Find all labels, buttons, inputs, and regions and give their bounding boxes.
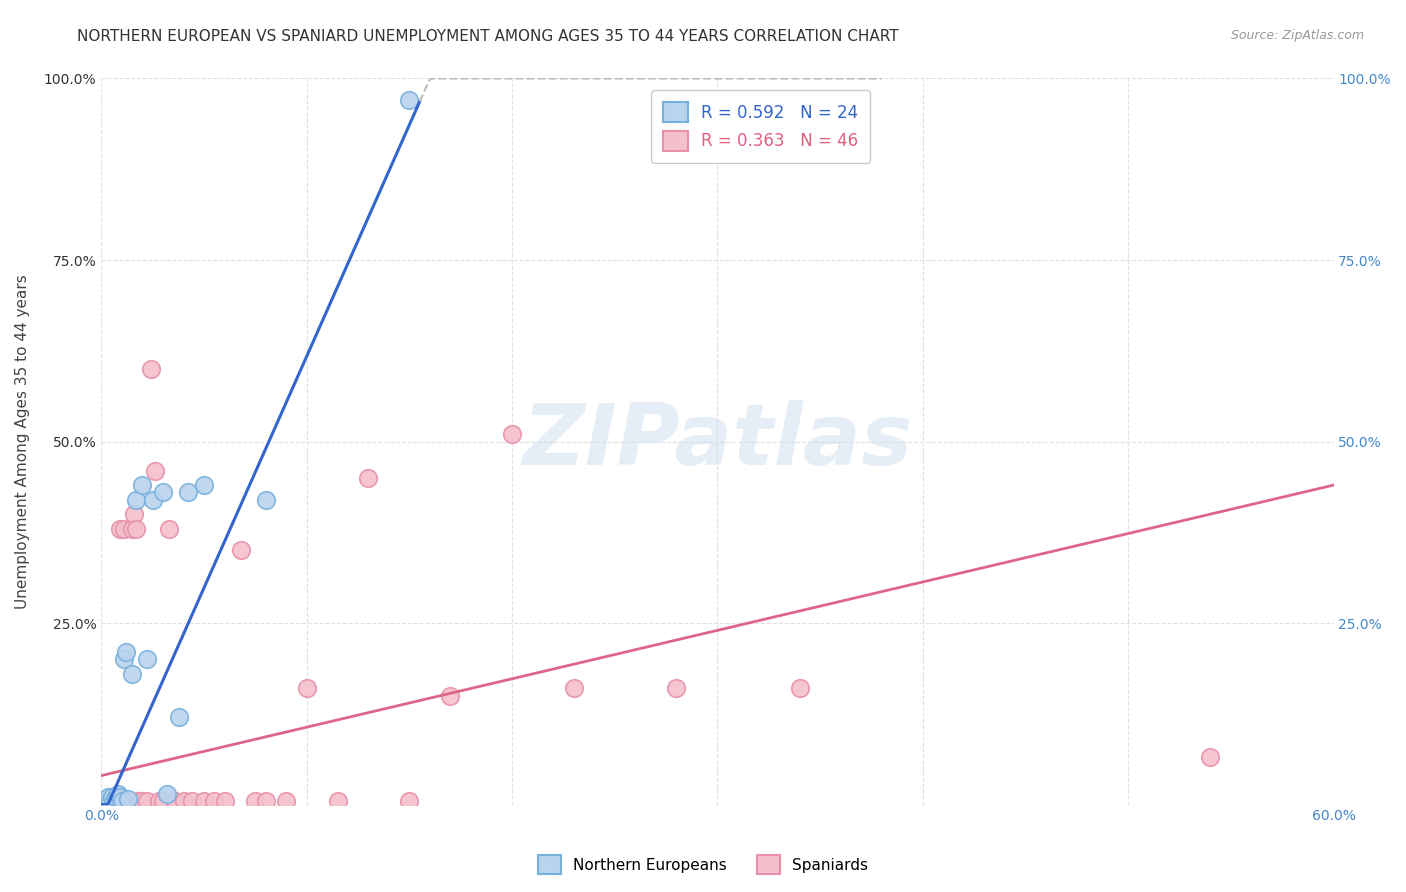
Legend: R = 0.592   N = 24, R = 0.363   N = 46: R = 0.592 N = 24, R = 0.363 N = 46 xyxy=(651,90,870,162)
Point xyxy=(129,794,152,808)
Point xyxy=(115,794,138,808)
Point xyxy=(121,522,143,536)
Point xyxy=(214,794,236,808)
Point xyxy=(229,543,252,558)
Point xyxy=(100,790,122,805)
Point xyxy=(789,681,811,696)
Point xyxy=(120,794,142,808)
Point xyxy=(142,492,165,507)
Point xyxy=(98,794,121,808)
Point xyxy=(326,794,349,808)
Text: Source: ZipAtlas.com: Source: ZipAtlas.com xyxy=(1230,29,1364,42)
Point xyxy=(112,522,135,536)
Point xyxy=(125,522,148,536)
Point xyxy=(439,689,461,703)
Point xyxy=(148,794,170,808)
Point xyxy=(122,507,145,521)
Point xyxy=(156,787,179,801)
Y-axis label: Unemployment Among Ages 35 to 44 years: Unemployment Among Ages 35 to 44 years xyxy=(15,274,30,609)
Point xyxy=(104,790,127,805)
Point xyxy=(165,794,187,808)
Point xyxy=(398,93,420,107)
Point xyxy=(111,794,134,808)
Point xyxy=(245,794,267,808)
Point xyxy=(139,362,162,376)
Point xyxy=(112,652,135,666)
Point xyxy=(100,794,122,808)
Point xyxy=(501,427,523,442)
Point xyxy=(1199,750,1222,764)
Point xyxy=(108,522,131,536)
Point xyxy=(135,652,157,666)
Point xyxy=(94,794,117,808)
Text: NORTHERN EUROPEAN VS SPANIARD UNEMPLOYMENT AMONG AGES 35 TO 44 YEARS CORRELATION: NORTHERN EUROPEAN VS SPANIARD UNEMPLOYME… xyxy=(77,29,898,44)
Point xyxy=(111,794,134,808)
Point xyxy=(127,794,149,808)
Point xyxy=(254,492,277,507)
Point xyxy=(562,681,585,696)
Point xyxy=(96,790,118,805)
Point xyxy=(121,667,143,681)
Point xyxy=(107,787,129,801)
Point xyxy=(103,794,125,808)
Point xyxy=(357,471,380,485)
Point xyxy=(152,485,174,500)
Point xyxy=(94,794,117,808)
Point xyxy=(93,794,115,808)
Point xyxy=(665,681,688,696)
Point xyxy=(254,794,277,808)
Point xyxy=(173,794,195,808)
Point xyxy=(131,794,153,808)
Point xyxy=(152,794,174,808)
Point xyxy=(117,794,139,808)
Point xyxy=(131,478,153,492)
Point xyxy=(98,794,121,808)
Point xyxy=(115,645,138,659)
Point xyxy=(176,485,198,500)
Point xyxy=(125,492,148,507)
Point xyxy=(104,794,127,808)
Point xyxy=(398,794,420,808)
Point xyxy=(103,794,125,808)
Point xyxy=(157,522,180,536)
Point xyxy=(169,710,191,724)
Point xyxy=(295,681,318,696)
Point xyxy=(117,792,139,806)
Point xyxy=(193,794,215,808)
Point xyxy=(276,794,298,808)
Point xyxy=(202,794,225,808)
Point xyxy=(135,794,157,808)
Point xyxy=(180,794,202,808)
Point xyxy=(108,790,131,805)
Legend: Northern Europeans, Spaniards: Northern Europeans, Spaniards xyxy=(531,849,875,880)
Text: ZIPatlas: ZIPatlas xyxy=(522,400,912,483)
Point xyxy=(107,794,129,808)
Point xyxy=(96,794,118,808)
Point xyxy=(143,464,166,478)
Point xyxy=(193,478,215,492)
